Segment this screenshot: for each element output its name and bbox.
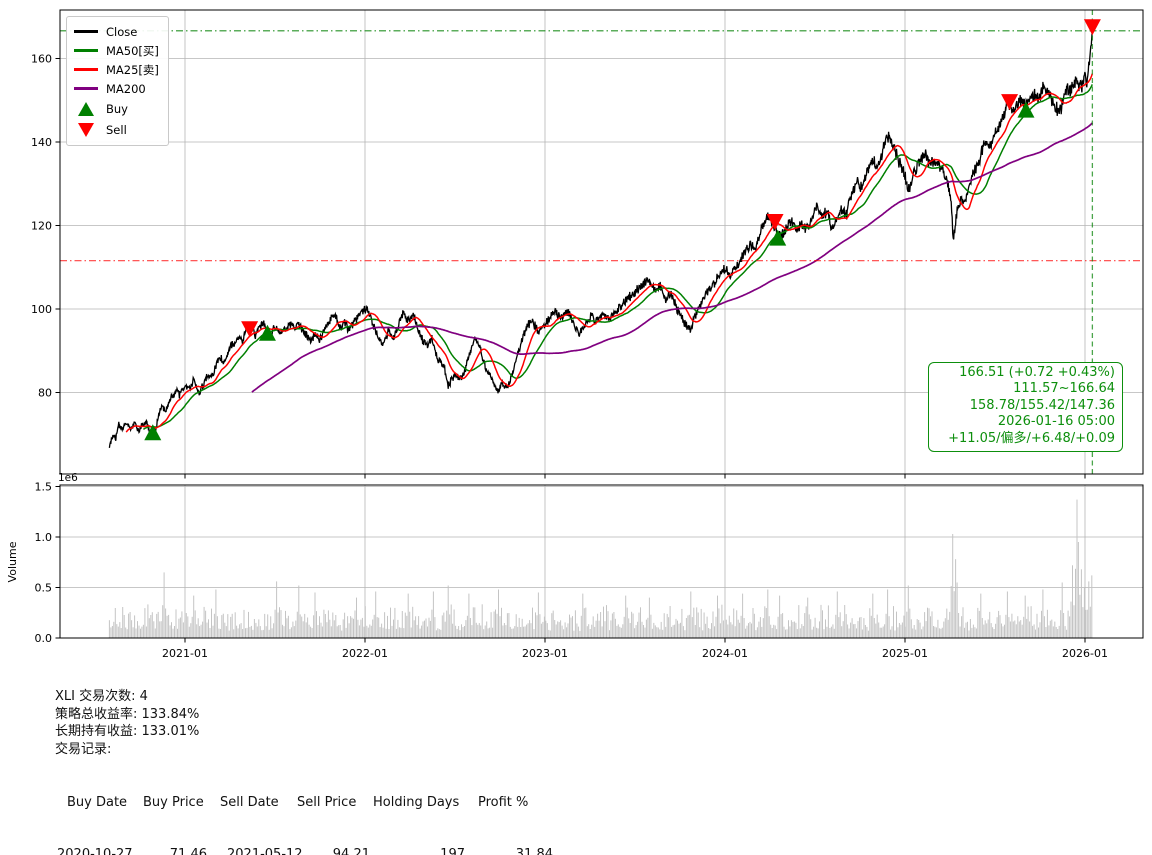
axis-ticks xyxy=(55,58,1086,643)
legend-item-sell: Sell xyxy=(74,119,159,140)
buy-marker xyxy=(258,324,276,341)
x-tick-label: 2025-01 xyxy=(882,647,928,660)
ma200-line-icon xyxy=(74,87,98,90)
trade-cell: 2021-05-12 xyxy=(227,847,303,855)
axes-frame xyxy=(59,9,1144,639)
volume-scale-label: 1e6 xyxy=(58,472,78,484)
price-tick-label: 160 xyxy=(31,52,52,65)
volume-panel-border xyxy=(59,484,1144,639)
trade-cell: 197 xyxy=(440,847,465,855)
sell-marker xyxy=(1083,19,1101,36)
col-buy-date: Buy Date xyxy=(67,794,128,810)
close-line xyxy=(108,31,1093,448)
sell-marker xyxy=(1001,94,1019,111)
legend-label: MA25[卖] xyxy=(106,62,159,77)
trade-rows: 2020-10-27 71.46 2021-05-12 94.21 197 31.8420… xyxy=(55,846,615,855)
stats-trades-count: XLI 交易次数: 4 xyxy=(55,689,148,704)
col-holding-days: Holding Days xyxy=(373,794,460,810)
stats-block: XLI 交易次数: 4 策略总收益率: 133.84% 长期持有收益: 133.… xyxy=(55,688,615,855)
price-tick-label: 100 xyxy=(31,303,52,316)
legend: Close MA50[买] MA25[卖] MA200 Buy Sell xyxy=(66,16,169,146)
stats-buyhold-return: 长期持有收益: 133.01% xyxy=(55,724,200,740)
legend-item-ma50: MA50[买] xyxy=(74,41,159,60)
buy-triangle-icon xyxy=(74,101,98,116)
trade-cell: 2020-10-27 xyxy=(57,847,133,855)
ma50-line-icon xyxy=(74,49,98,52)
trade-cell: 31.84 xyxy=(515,847,553,855)
price-tick-label: 80 xyxy=(38,386,52,399)
ma200-line xyxy=(251,122,1093,393)
trade-table-header: Buy Date Buy Price Sell Date Sell Price … xyxy=(55,794,615,812)
sell-marker xyxy=(241,321,259,338)
x-tick-label: 2021-01 xyxy=(162,647,208,660)
ma25-line xyxy=(125,73,1093,433)
ma25-line-icon xyxy=(74,68,98,71)
annotation-signal: +11.05/偏多/+6.48/+0.09 xyxy=(948,430,1115,446)
x-tick-label: 2023-01 xyxy=(522,647,568,660)
volume-tick-label: 0.5 xyxy=(35,581,53,594)
legend-item-ma200: MA200 xyxy=(74,79,159,98)
trade-table: Buy Date Buy Price Sell Date Sell Price … xyxy=(55,758,615,855)
price-tick-label: 140 xyxy=(31,136,52,149)
col-profit-pct: Profit % xyxy=(478,794,529,810)
buy-marker xyxy=(144,424,162,441)
col-buy-price: Buy Price xyxy=(143,794,204,810)
legend-label: Close xyxy=(106,24,138,39)
legend-label: MA50[买] xyxy=(106,43,159,58)
legend-label: Buy xyxy=(106,101,128,116)
sell-triangle-icon xyxy=(74,122,98,137)
legend-label: Sell xyxy=(106,122,127,137)
trade-cell: 71.46 xyxy=(169,847,207,855)
annotation-timestamp: 2026-01-16 05:00 xyxy=(997,414,1115,430)
legend-item-buy: Buy xyxy=(74,98,159,119)
chart-canvas: 80 100 120 140 160 0.0 0.5 1.0 1.5 2021-01 2022-01… xyxy=(6,9,1144,660)
annotation-ma-values: 158.78/155.42/147.36 xyxy=(969,397,1115,413)
trade-markers xyxy=(144,19,1101,441)
legend-label: MA200 xyxy=(106,81,146,96)
volume-tick-label: 0.0 xyxy=(35,632,53,645)
annotation-last-price: 166.51 (+0.72 +0.43%) xyxy=(959,365,1115,380)
legend-item-ma25: MA25[卖] xyxy=(74,60,159,79)
volume-bars xyxy=(108,499,1093,638)
ma50-line xyxy=(143,84,1093,430)
trade-row: 2020-10-27 71.46 2021-05-12 94.21 197 31.84 xyxy=(55,846,615,855)
buy-marker xyxy=(1017,101,1035,118)
volume-tick-label: 1.0 xyxy=(35,531,53,544)
stats-strategy-return: 策略总收益率: 133.84% xyxy=(55,706,200,722)
col-sell-date: Sell Date xyxy=(220,794,279,810)
volume-tick-label: 1.5 xyxy=(35,480,53,493)
trade-cell: 94.21 xyxy=(332,847,370,855)
buy-marker xyxy=(769,229,787,246)
annotation-box: 166.51 (+0.72 +0.43%) 111.57~166.64 158.… xyxy=(928,362,1123,452)
volume-axis-label: Volume xyxy=(6,541,19,582)
axis-tick-labels: 80 100 120 140 160 0.0 0.5 1.0 1.5 2021-01 2022-01… xyxy=(31,52,1108,660)
price-series xyxy=(108,31,1093,448)
sell-marker xyxy=(766,214,784,230)
annotation-range: 111.57~166.64 xyxy=(1013,381,1115,397)
x-tick-label: 2024-01 xyxy=(702,647,748,660)
legend-item-close: Close xyxy=(74,22,159,41)
col-sell-price: Sell Price xyxy=(297,794,357,810)
price-tick-label: 120 xyxy=(31,219,52,232)
x-tick-label: 2026-01 xyxy=(1062,647,1108,660)
x-tick-label: 2022-01 xyxy=(342,647,388,660)
price-panel-border xyxy=(59,9,1144,475)
close-line-icon xyxy=(74,30,98,33)
gridlines xyxy=(60,10,1143,638)
stats-records-label: 交易记录: xyxy=(55,741,112,757)
